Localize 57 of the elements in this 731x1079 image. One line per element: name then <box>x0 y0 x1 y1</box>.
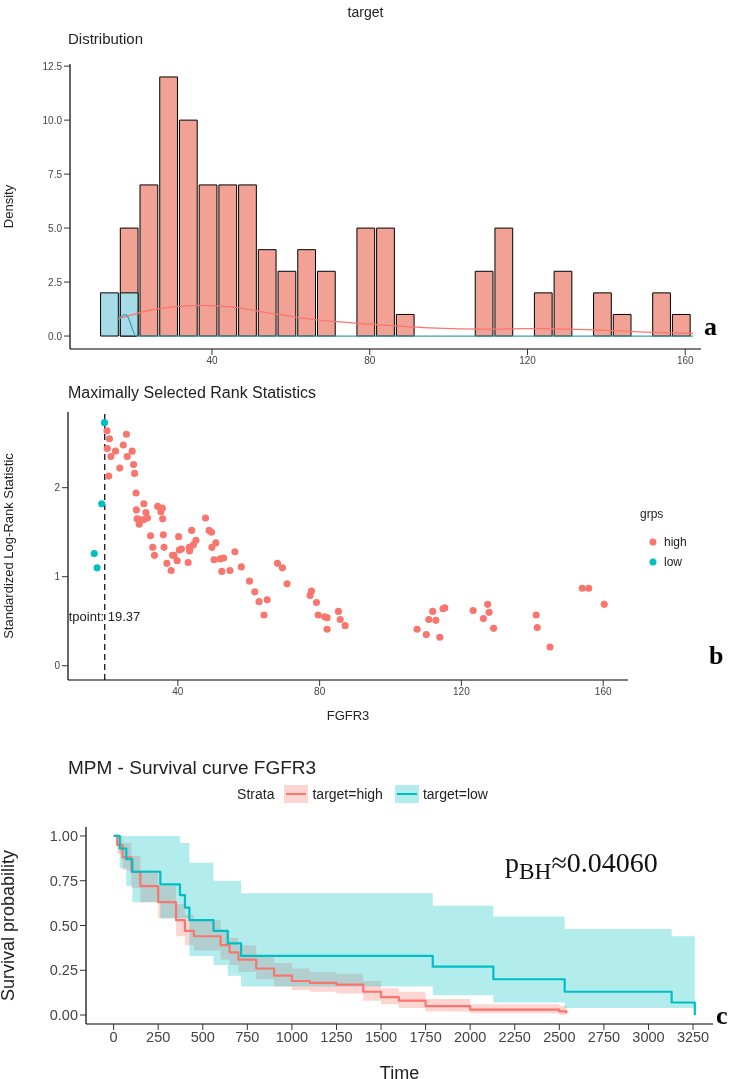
chart-title: Maximally Selected Rank Statistics <box>68 384 317 402</box>
x-tick-label: 1250 <box>320 1029 353 1046</box>
x-axis-title: Time <box>379 1063 420 1079</box>
chart-title: MPM - Survival curve FGFR3 <box>68 757 317 779</box>
x-tick-label: 40 <box>172 686 184 698</box>
x-tick-label: 2000 <box>454 1029 487 1046</box>
y-tick-label: 1 <box>54 571 61 583</box>
x-tick-label: 2750 <box>587 1029 621 1046</box>
legend-label: target=low <box>422 786 488 802</box>
y-tick-label: 7.5 <box>48 168 63 180</box>
x-tick-label: 0 <box>109 1029 118 1046</box>
legend-label: target=high <box>312 786 383 802</box>
y-tick-label: 2 <box>54 482 61 494</box>
y-axis-title: Standardized Log-Rank Statistic <box>0 452 16 639</box>
y-tick-label: 0.50 <box>49 917 78 934</box>
x-tick-label: 120 <box>519 355 537 367</box>
x-tick-label: 1500 <box>364 1029 398 1046</box>
x-tick-label: 40 <box>206 355 218 367</box>
x-tick-label: 1750 <box>409 1029 442 1046</box>
legend-label: high <box>664 535 687 549</box>
text: c <box>716 1001 728 1031</box>
chart-title: target <box>346 4 385 20</box>
y-axis-title: Survival probability <box>0 849 19 1002</box>
y-tick-label: 0.25 <box>49 962 78 979</box>
y-tick-label: 2.5 <box>48 276 63 288</box>
x-tick-label: 750 <box>235 1029 260 1046</box>
x-tick-label: 2500 <box>543 1029 576 1046</box>
legend-title: grps <box>640 507 664 521</box>
legend-title: Strata <box>237 786 275 802</box>
x-tick-label: 160 <box>676 355 694 367</box>
x-tick-label: 160 <box>594 686 612 698</box>
ref-line-label: tpoint: 19.37 <box>68 609 141 625</box>
x-tick-label: 1000 <box>275 1029 309 1046</box>
y-tick-label: 10.0 <box>42 114 63 126</box>
y-tick-label: 12.5 <box>42 60 63 72</box>
chart-subtitle: Distribution <box>68 30 144 47</box>
x-tick-label: 250 <box>146 1029 171 1046</box>
x-tick-label: 120 <box>453 686 471 698</box>
text: a <box>704 312 717 342</box>
y-axis-title: Density <box>0 184 16 229</box>
legend-label: low <box>664 555 683 569</box>
y-tick-label: 0.75 <box>49 872 78 889</box>
x-axis-title: FGFR3 <box>326 708 370 723</box>
y-tick-label: 5.0 <box>48 222 63 234</box>
y-tick-label: 0.0 <box>48 330 63 342</box>
y-tick-label: 0.00 <box>49 1007 78 1024</box>
x-tick-label: 3250 <box>676 1029 710 1046</box>
text: b <box>709 641 724 671</box>
annotation: p$_{BH}$≈0.04060 <box>505 847 658 885</box>
line-series <box>116 304 694 335</box>
x-tick-label: 80 <box>314 686 326 698</box>
x-tick-label: 500 <box>190 1029 215 1046</box>
y-tick-label: 1.00 <box>49 828 78 845</box>
x-tick-label: 2250 <box>498 1029 531 1046</box>
y-tick-label: 0 <box>54 660 61 672</box>
x-tick-label: 3000 <box>632 1029 665 1046</box>
x-tick-label: 80 <box>364 355 376 367</box>
